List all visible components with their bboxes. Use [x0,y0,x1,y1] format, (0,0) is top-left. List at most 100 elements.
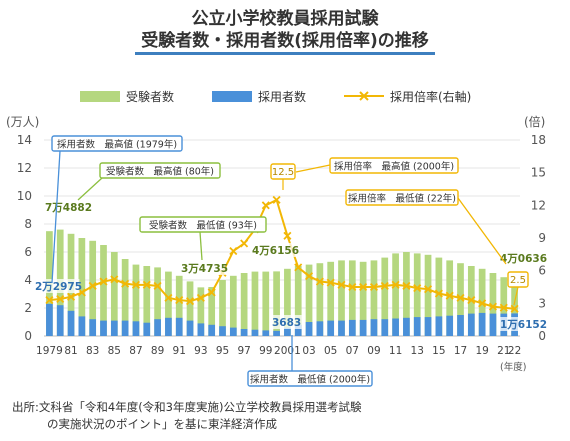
bar-applicants-1984 [100,245,107,336]
ratio-point-2000 [272,195,281,204]
legend-label-applicants: 受験者数 [126,90,175,104]
bar-hired-1986 [121,320,129,336]
bar-applicants-2014 [424,254,432,336]
bar-applicants-2000 [273,271,280,336]
ratio-point-1981 [67,292,76,301]
bar-hired-2003 [305,322,313,336]
data-label-5: 4万0636 [500,253,547,265]
x-tick-97: 97 [237,345,250,357]
bar-applicants-2013 [413,253,421,336]
bar-applicants-2008 [359,261,367,336]
ratio-peak-label: 12.5 [272,167,294,178]
bar-applicants-1996 [229,275,237,336]
legend-label-hired: 採用者数 [258,90,307,104]
bar-hired-1990 [165,317,172,336]
bar-applicants-1983 [89,240,97,336]
bar-hired-1979 [46,303,53,336]
ratio-point-2018 [467,296,476,305]
bar-applicants-2005 [327,261,335,336]
x-tick-99: 99 [259,345,272,357]
ratio-point-2022 [510,304,519,313]
ratio-point-2011 [391,280,400,289]
x-tick-93: 93 [194,345,207,357]
bar-applicants-2011 [392,253,399,336]
bar-hired-2013 [413,317,421,336]
ratio-point-1996 [229,247,238,256]
ratio-point-2020 [488,302,497,311]
ratio-low-label: 2.5 [510,275,526,286]
x-tick-21: 21 [497,345,510,357]
data-label-4: 3683 [272,317,301,329]
bar-hired-1984 [100,320,107,336]
bar-hired-1988 [143,322,151,336]
bar-applicants-2016 [446,260,454,336]
bar-applicants-2007 [348,260,356,336]
bar-applicants-2015 [435,257,443,336]
bar-hired-2002 [294,324,302,336]
bar-applicants-1992 [186,281,194,336]
callout-ratio-max: 採用倍率 最高値 (2000年) [334,161,454,173]
bar-hired-2009 [370,319,378,336]
ratio-point-2013 [413,284,422,293]
title-line-2: 受験者数・採用者数(採用倍率)の推移 [135,30,435,55]
ratio-point-1988 [142,280,151,289]
ratio-point-1990 [164,293,173,302]
legend-label-ratio: 採用倍率(右軸) [390,90,472,104]
x-unit: (年度) [500,361,526,373]
bar-applicants-1994 [208,287,216,336]
ratio-point-1985 [110,275,119,284]
callout-applicants-min-box [139,216,267,233]
bar-hired-2006 [338,320,345,336]
ratio-point-1999 [261,201,270,210]
ratio-point-2016 [445,291,454,300]
ratio-point-2003 [305,272,314,281]
data-label-bg-2 [179,261,226,275]
bar-hired-1989 [154,319,161,336]
bar-hired-1993 [197,323,205,336]
callout-hired-min-box [247,370,373,387]
bar-applicants-2020 [489,273,497,336]
callout-applicants-max-box [99,162,221,179]
y-left-tick-12: 12 [17,161,32,175]
ratio-point-1986 [121,279,130,288]
bar-applicants-1991 [175,275,183,336]
ratio-point-2014 [424,285,433,294]
y-right-tick-18: 18 [531,133,546,147]
bar-applicants-1997 [240,273,248,336]
x-tick-81: 81 [64,345,77,357]
bar-hired-2014 [424,317,432,336]
bar-hired-1992 [186,320,194,336]
bar-hired-2000 [273,330,280,336]
y-left-tick-4: 4 [24,273,32,287]
ratio-point-1989 [153,281,162,290]
callout-applicants-min-leader [199,231,203,261]
bar-applicants-2004 [316,263,324,336]
data-label-bg-3 [250,243,297,257]
ratio-point-2019 [478,299,487,308]
bar-hired-2020 [489,313,497,336]
bar-applicants-2012 [403,252,410,336]
data-label-bg-4 [270,315,302,329]
bar-hired-1995 [219,326,226,336]
legend-swatch-ratio [344,91,384,101]
x-tick-17: 17 [454,345,467,357]
bar-hired-2008 [359,319,367,336]
callout-hired-min: 採用者数 最低値 (2000年) [250,374,370,386]
ratio-point-2007 [348,282,357,292]
legend-swatch-hired [212,91,252,102]
ratio-point-2021 [499,303,508,312]
bar-applicants-1987 [132,264,140,336]
callout-hired-max: 採用者数 最高値 (1979年) [57,139,177,151]
source-note: 出所:文科省「令和4年度(令和3年度実施)公立学校教員採用選考試験 の実施状況の… [12,399,361,433]
ratio-point-2001 [283,231,292,240]
bar-hired-1980 [56,305,64,336]
bar-applicants-2001 [284,268,291,336]
bar-hired-1987 [132,321,140,336]
chart-title: 公立小学校教員採用試験 受験者数・採用者数(採用倍率)の推移 [0,8,570,55]
bar-applicants-2002 [294,266,302,336]
ratio-point-1987 [131,280,140,289]
x-tick-2001: 2001 [274,345,301,357]
bar-hired-2007 [348,319,356,336]
ratio-point-2006 [337,280,346,289]
